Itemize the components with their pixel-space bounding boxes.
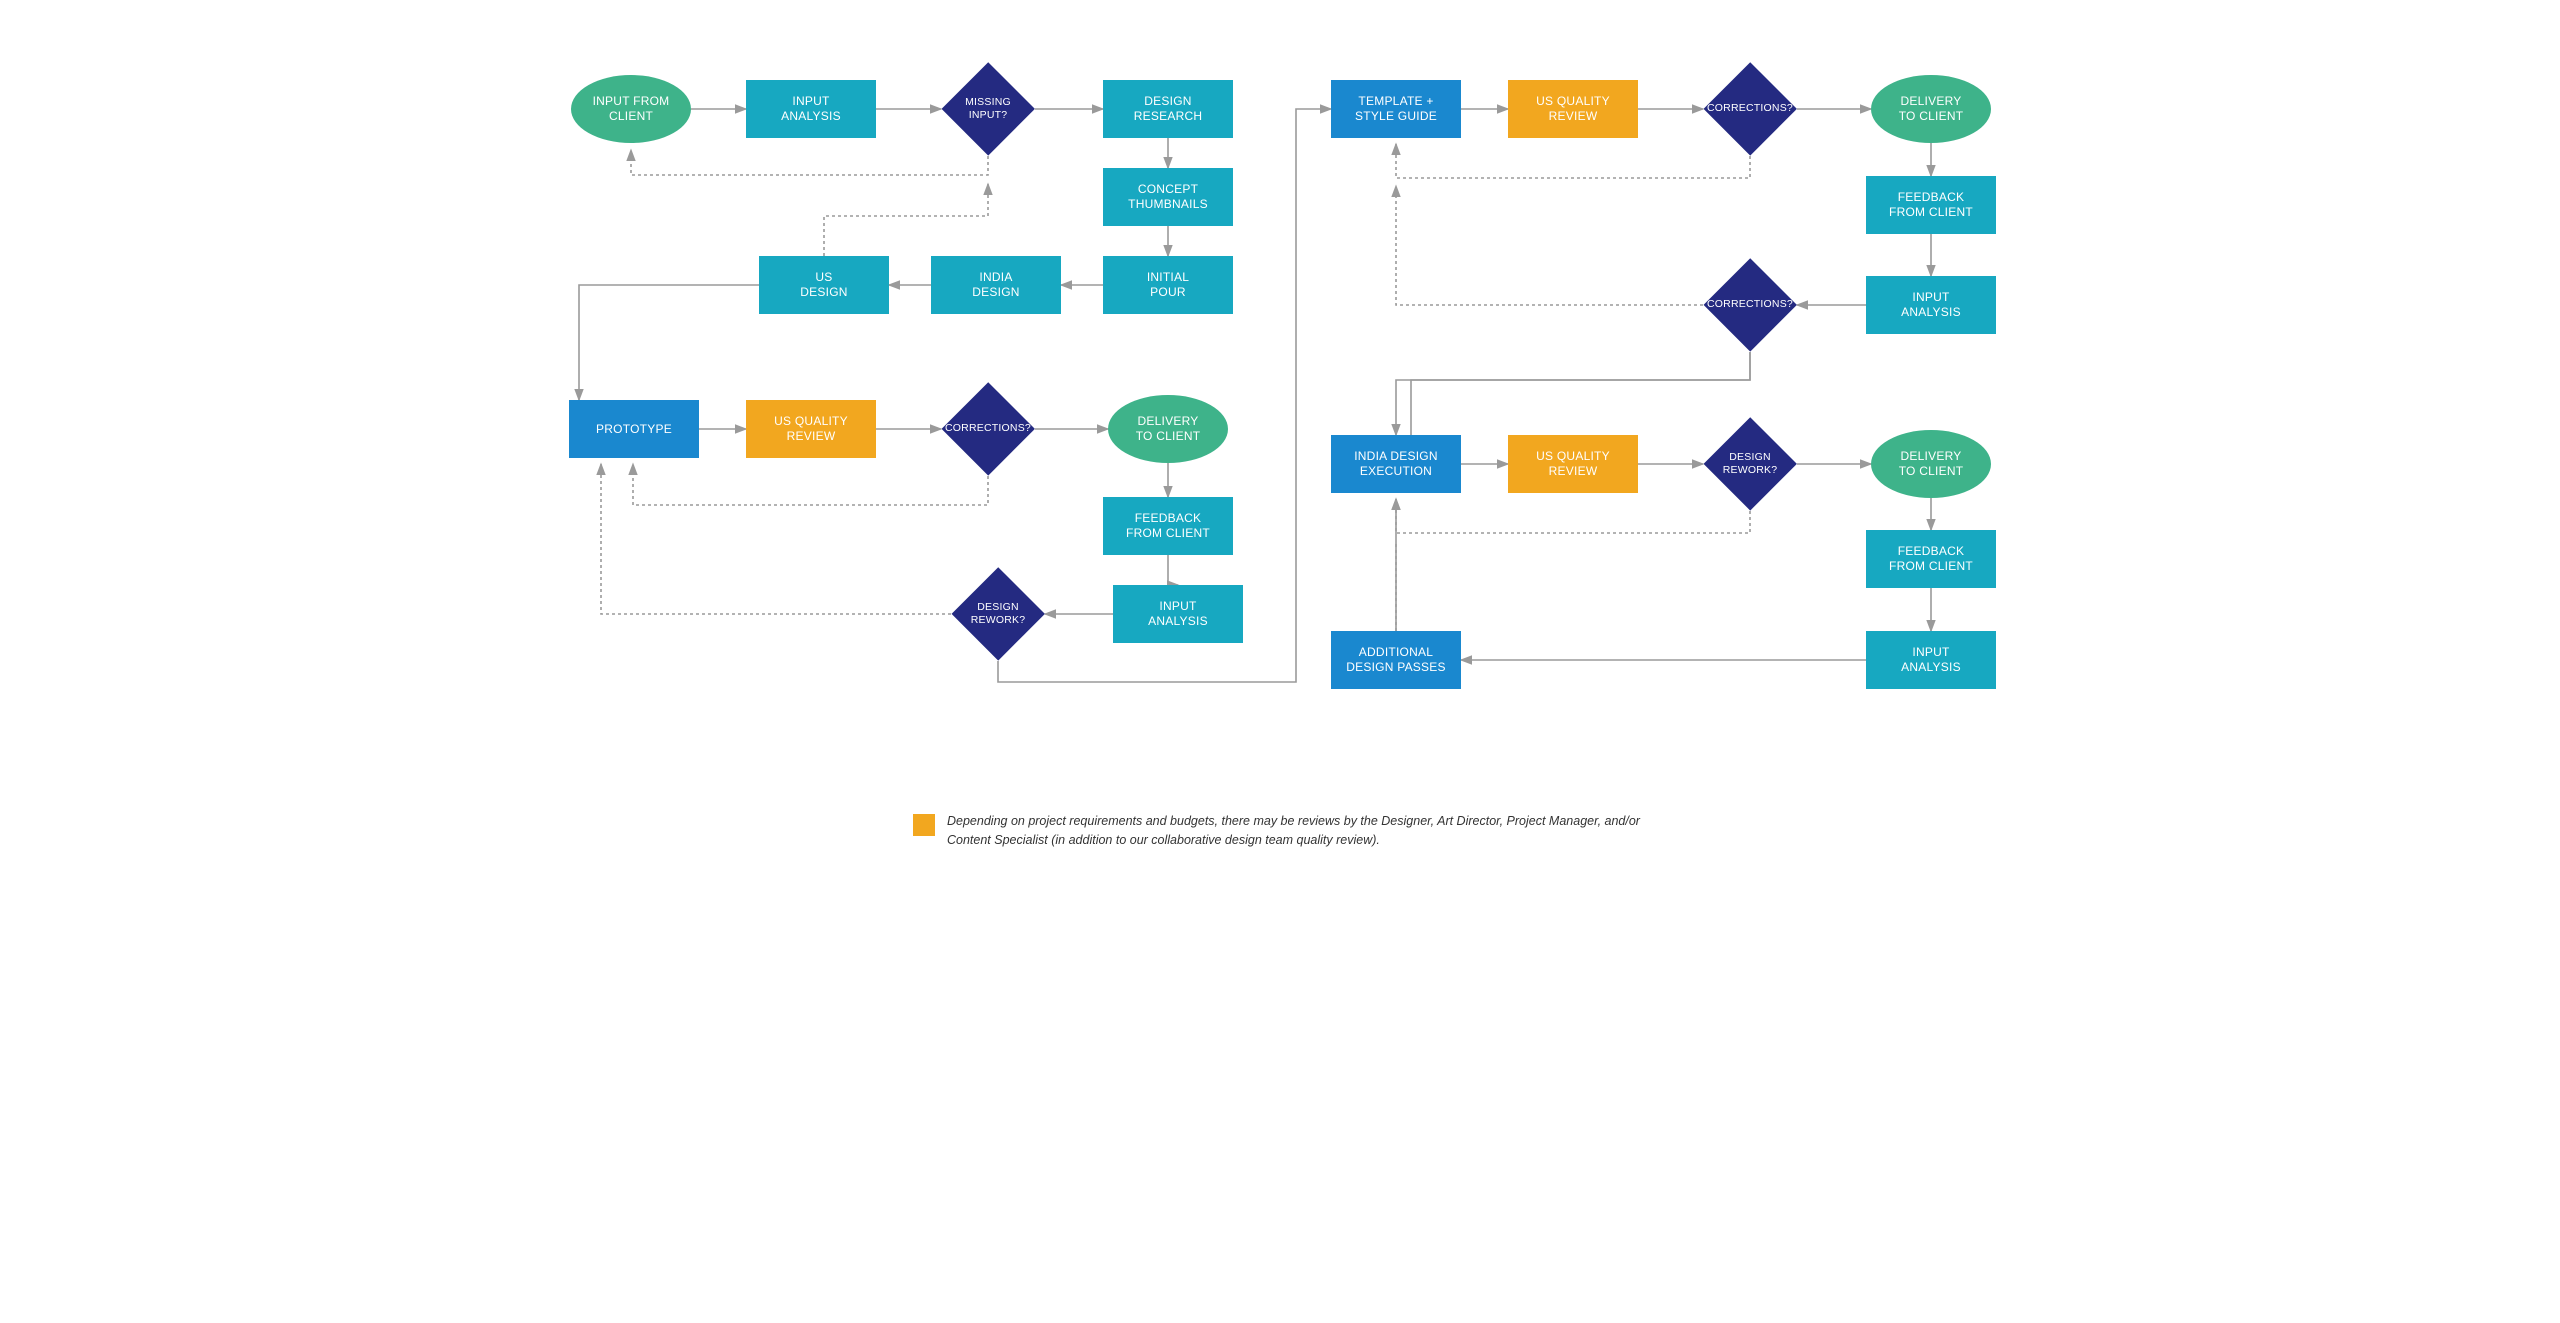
legend-swatch bbox=[913, 814, 935, 836]
node-input_analysis_4: INPUT ANALYSIS bbox=[1866, 631, 1996, 689]
node-additional_passes: ADDITIONAL DESIGN PASSES bbox=[1331, 631, 1461, 689]
node-india_design: INDIA DESIGN bbox=[931, 256, 1061, 314]
node-design_research: DESIGN RESEARCH bbox=[1103, 80, 1233, 138]
node-initial_pour: INITIAL POUR bbox=[1103, 256, 1233, 314]
node-feedback_3: FEEDBACK FROM CLIENT bbox=[1866, 530, 1996, 588]
node-corrections_2: CORRECTIONS? bbox=[1703, 62, 1797, 156]
node-us_design: US DESIGN bbox=[759, 256, 889, 314]
node-corrections_3: CORRECTIONS? bbox=[1703, 258, 1797, 352]
node-us_quality_review_2: US QUALITY REVIEW bbox=[1508, 80, 1638, 138]
node-delivery_1: DELIVERY TO CLIENT bbox=[1108, 395, 1228, 463]
node-input_from_client: INPUT FROM CLIENT bbox=[571, 75, 691, 143]
node-input_analysis_3: INPUT ANALYSIS bbox=[1866, 276, 1996, 334]
node-template_style_guide: TEMPLATE + STYLE GUIDE bbox=[1331, 80, 1461, 138]
node-label: CORRECTIONS? bbox=[941, 382, 1035, 476]
node-delivery_3: DELIVERY TO CLIENT bbox=[1871, 430, 1991, 498]
node-concept_thumbnails: CONCEPT THUMBNAILS bbox=[1103, 168, 1233, 226]
legend: Depending on project requirements and bu… bbox=[541, 812, 2019, 850]
node-label: CORRECTIONS? bbox=[1703, 62, 1797, 156]
node-delivery_2: DELIVERY TO CLIENT bbox=[1871, 75, 1991, 143]
node-india_design_execution: INDIA DESIGN EXECUTION bbox=[1331, 435, 1461, 493]
node-missing_input: MISSING INPUT? bbox=[941, 62, 1035, 156]
node-prototype: PROTOTYPE bbox=[569, 400, 699, 458]
node-label: DESIGN REWORK? bbox=[1703, 417, 1797, 511]
node-design_rework_2: DESIGN REWORK? bbox=[1703, 417, 1797, 511]
node-corrections_1: CORRECTIONS? bbox=[941, 382, 1035, 476]
legend-text: Depending on project requirements and bu… bbox=[947, 812, 1647, 850]
node-label: DESIGN REWORK? bbox=[951, 567, 1045, 661]
node-input_analysis_2: INPUT ANALYSIS bbox=[1113, 585, 1243, 643]
flowchart-canvas: INPUT FROM CLIENT INPUT ANALYSIS MISSING I… bbox=[541, 20, 2019, 800]
node-us_quality_review_3: US QUALITY REVIEW bbox=[1508, 435, 1638, 493]
node-input_analysis_1: INPUT ANALYSIS bbox=[746, 80, 876, 138]
node-label: CORRECTIONS? bbox=[1703, 258, 1797, 352]
node-us_quality_review_1: US QUALITY REVIEW bbox=[746, 400, 876, 458]
node-feedback_2: FEEDBACK FROM CLIENT bbox=[1866, 176, 1996, 234]
node-design_rework_1: DESIGN REWORK? bbox=[951, 567, 1045, 661]
node-feedback_1: FEEDBACK FROM CLIENT bbox=[1103, 497, 1233, 555]
node-label: MISSING INPUT? bbox=[941, 62, 1035, 156]
